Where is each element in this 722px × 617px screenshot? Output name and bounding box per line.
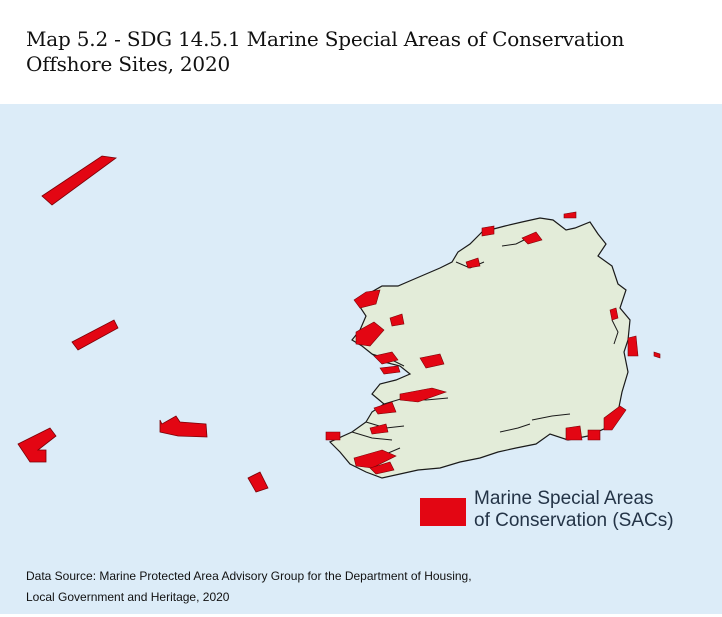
legend: Marine Special Areas of Conservation (SA…: [418, 488, 718, 548]
sac-west-offshore: [71, 319, 119, 351]
sac-northwest-offshore: [41, 155, 118, 206]
map-title-line-2: Offshore Sites, 2020: [26, 52, 230, 76]
data-source-line-1: Data Source: Marine Protected Area Advis…: [26, 569, 472, 583]
sac-kilkieran: [419, 353, 445, 369]
sac-dingle: [369, 423, 389, 435]
data-source-line-2: Local Government and Heritage, 2020: [26, 590, 230, 604]
sac-bantry: [369, 461, 395, 475]
data-source-note: Data Source: Marine Protected Area Advis…: [26, 566, 626, 608]
sac-donegal-bay: [465, 257, 481, 269]
sac-lambay: [653, 351, 661, 359]
sac-saltee: [587, 429, 601, 441]
legend-label: Marine Special Areas of Conservation (SA…: [474, 488, 674, 532]
sac-mayo-coast: [353, 289, 381, 309]
sac-dundalk: [609, 307, 619, 321]
sac-inishowen: [563, 211, 577, 219]
map-canvas: [17, 155, 661, 493]
sac-lough-swilly: [521, 231, 543, 245]
sac-kenmare: [353, 449, 397, 469]
sac-far-southwest-offshore: [17, 427, 57, 463]
sac-rockabill: [627, 335, 639, 357]
sac-south-offshore: [247, 471, 269, 493]
map-title-line-1: Map 5.2 - SDG 14.5.1 Marine Special Area…: [26, 27, 625, 51]
legend-label-line-1: Marine Special Areas: [474, 488, 654, 509]
sac-shannon-estuary: [373, 401, 397, 415]
map-panel: [0, 104, 722, 614]
sac-clew-bay: [355, 321, 385, 347]
sac-killala: [389, 313, 405, 327]
ireland-landmass: [328, 217, 631, 479]
sac-connemara: [373, 351, 399, 365]
sac-tralee: [399, 387, 447, 403]
coastal-sacs: [325, 211, 661, 475]
legend-label-line-2: of Conservation (SACs): [474, 510, 674, 531]
sac-blasket: [325, 431, 341, 441]
legend-swatch: [420, 498, 466, 526]
sac-donegal-north: [481, 225, 495, 237]
sac-wexford-coast: [603, 405, 627, 431]
sac-carnsore: [565, 425, 583, 441]
sac-southwest-offshore: [159, 415, 208, 438]
sac-galway-bay: [379, 365, 401, 375]
offshore-sacs: [17, 155, 269, 493]
map-title: Map 5.2 - SDG 14.5.1 Marine Special Area…: [26, 27, 706, 77]
